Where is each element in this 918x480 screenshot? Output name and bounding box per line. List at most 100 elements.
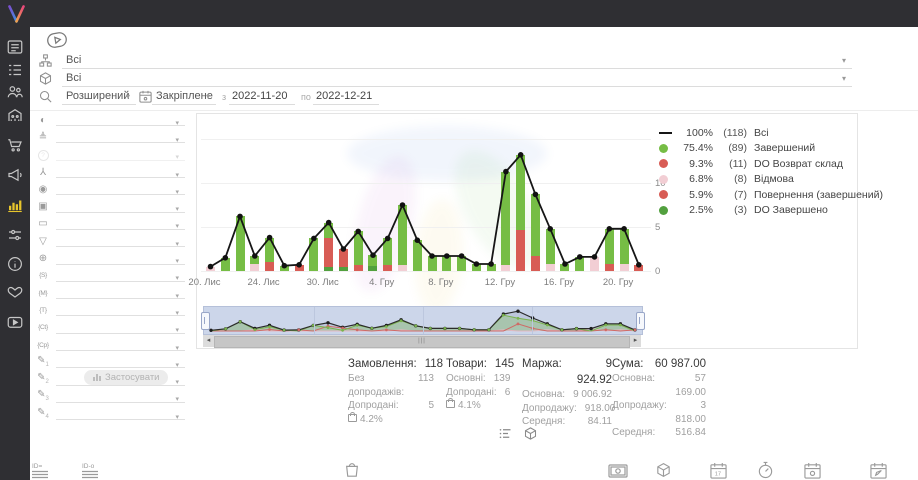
x-tick-label: 12. Гру	[484, 277, 516, 288]
custom-field-3-icon: ✎3	[37, 389, 49, 403]
scroll-left-arrow[interactable]: ◂	[206, 337, 211, 344]
date-to-label: по	[301, 92, 311, 102]
bar-day-2	[235, 216, 245, 271]
legend-item-2[interactable]: 9.3% (11) DO Возврат склад	[659, 156, 883, 172]
custom-field-2[interactable]: ✎2 ▾	[30, 371, 186, 388]
y-tick-label: 10	[655, 178, 666, 189]
dashboard-card-icon[interactable]	[6, 38, 24, 56]
purchases-cart-icon[interactable]	[6, 136, 24, 154]
partners-hands-icon[interactable]	[6, 283, 24, 301]
bar-day-28	[619, 228, 629, 271]
chevron-down-icon: ▾	[842, 56, 847, 65]
id-sort-icon[interactable]: ID=	[32, 462, 54, 479]
chevron-down-icon: ▾	[175, 154, 179, 162]
country-filter[interactable]: ◐ ▾	[30, 112, 186, 129]
package-icon[interactable]	[655, 461, 672, 479]
bar-day-24	[560, 264, 570, 271]
svg-text:ID-o: ID-o	[82, 463, 95, 470]
chevron-down-icon: ▾	[175, 119, 179, 127]
clients-icon[interactable]	[6, 83, 24, 101]
calendar-pinned-icon[interactable]	[804, 462, 821, 479]
apply-button[interactable]: Застосувати	[84, 370, 169, 385]
bar-day-23	[545, 228, 555, 271]
custom-field-1[interactable]: ✎1 ▾	[30, 354, 186, 371]
y-tick-label: 5	[655, 222, 661, 233]
legend-item-1[interactable]: 75.4% (89) Завершений	[659, 141, 883, 157]
bar-day-25	[575, 256, 585, 271]
legend-dot-swatch	[659, 174, 675, 184]
analytics-chart-icon[interactable]	[6, 196, 24, 214]
stats-column-0: Замовлення: 118 Без допродажів: 113 Допродан…	[348, 358, 444, 425]
chevron-down-icon: ▾	[175, 223, 179, 231]
stats-rows-icon[interactable]	[498, 426, 513, 446]
utm-medium-filter[interactable]: {M} ▾	[30, 285, 186, 302]
custom-field-4-icon: ✎4	[37, 406, 49, 420]
video-tutorials-icon[interactable]	[6, 313, 24, 331]
manager-filter[interactable]: ◉ ▾	[30, 181, 186, 198]
structure-filter[interactable]: ⅄ ▾	[30, 164, 186, 181]
chevron-down-icon: ▾	[175, 275, 179, 283]
content-panel: Всі ▾ Всі ▾ Розширений ▾ Закріплене ▾ з	[30, 27, 918, 480]
company-icon[interactable]	[6, 106, 24, 124]
calendar-17-icon[interactable]: 17	[710, 462, 727, 479]
stats-title: Маржа: 9 924.92	[522, 358, 612, 386]
chevron-down-icon: ▾	[175, 171, 179, 179]
stopwatch-icon[interactable]	[757, 461, 774, 479]
stats-column-3: Сума: 60 987.00 Основна: 57 169.00 Допродажу…	[612, 358, 706, 438]
bag-icon[interactable]	[344, 461, 360, 478]
utm-source-filter[interactable]: {S} ▾	[30, 268, 186, 285]
custom-field-4[interactable]: ✎4 ▾	[30, 406, 186, 423]
top-bar	[0, 0, 918, 27]
unknown-filter-icon: ?	[30, 149, 56, 161]
payment-filter-icon: ▭	[38, 218, 48, 230]
legend-item-3[interactable]: 6.8% (8) Відмова	[659, 172, 883, 188]
bar-day-18	[471, 264, 481, 271]
sitemap-icon	[38, 53, 53, 68]
legend-item-5[interactable]: 2.5% (3) DO Завершено	[659, 203, 883, 219]
utm-campaign-filter[interactable]: {Cp} ▾	[30, 337, 186, 354]
package-icon[interactable]	[523, 426, 538, 446]
x-tick-label: 16. Гру	[543, 277, 575, 288]
stacked-bars	[203, 114, 649, 271]
calendar-edit-icon[interactable]	[870, 462, 887, 479]
chart-scrollbar[interactable]: ◂ ||| ▸	[203, 335, 641, 348]
category-value: Всі	[66, 54, 82, 66]
region-filter[interactable]: ⊕ ▾	[30, 250, 186, 267]
id-order-icon[interactable]: ID-o	[82, 462, 104, 479]
settings-sliders-icon[interactable]	[6, 226, 24, 244]
stats-column-1: Товари: 145 Основні: 139 Допродані: 6 4.1%	[446, 358, 515, 411]
source-filter[interactable]: ≜ ▾	[30, 129, 186, 146]
banknote-icon[interactable]	[608, 464, 628, 478]
marketing-megaphone-icon[interactable]	[6, 166, 24, 184]
stats-title: Товари: 145	[446, 358, 515, 370]
chevron-down-icon: ▾	[175, 258, 179, 266]
total-line-series	[207, 152, 642, 270]
legend-item-4[interactable]: 5.9% (7) Повернення (завершений)	[659, 187, 883, 203]
product-filter[interactable]: ▣ ▾	[30, 198, 186, 215]
range-selector-minimap[interactable]	[201, 306, 645, 335]
info-icon[interactable]	[6, 255, 24, 273]
range-handle-left[interactable]	[201, 312, 210, 330]
scrollbar-thumb[interactable]: |||	[214, 336, 630, 348]
chevron-down-icon: ▾	[175, 344, 179, 352]
x-tick-label: 8. Гру	[428, 277, 454, 288]
legend-item-0[interactable]: 100% (118) Всі	[659, 125, 883, 141]
bar-day-14	[412, 240, 422, 271]
utm-term-filter[interactable]: {T} ▾	[30, 302, 186, 319]
brand-triangle-logo[interactable]	[6, 3, 27, 24]
video-help-play-icon[interactable]	[44, 28, 69, 52]
region-filter-icon: ⊕	[38, 253, 48, 265]
funnel-filter[interactable]: ▽ ▾	[30, 233, 186, 250]
utm-content-filter[interactable]: {Ct} ▾	[30, 320, 186, 337]
payment-filter[interactable]: ▭ ▾	[30, 216, 186, 233]
filter-panel: ◐ ▾ ≜ ▾? ▾ ⅄ ▾ ◉ ▾ ▣ ▾ ▭ ▾ ▽ ▾ ⊕ ▾ {S} ▾ {M} ▾ {T} ▾ {Ct} ▾ {Cp} ▾…	[30, 112, 186, 423]
orders-list-icon[interactable]	[6, 61, 24, 79]
range-handle-right[interactable]	[636, 312, 645, 330]
scroll-right-arrow[interactable]: ▸	[633, 337, 638, 344]
svg-text:ID=: ID=	[32, 463, 43, 470]
custom-field-3[interactable]: ✎3 ▾	[30, 389, 186, 406]
bar-day-17	[457, 256, 467, 271]
date-from-label: з	[222, 92, 227, 102]
legend-dot-swatch	[659, 159, 675, 169]
bar-day-21	[516, 154, 526, 271]
